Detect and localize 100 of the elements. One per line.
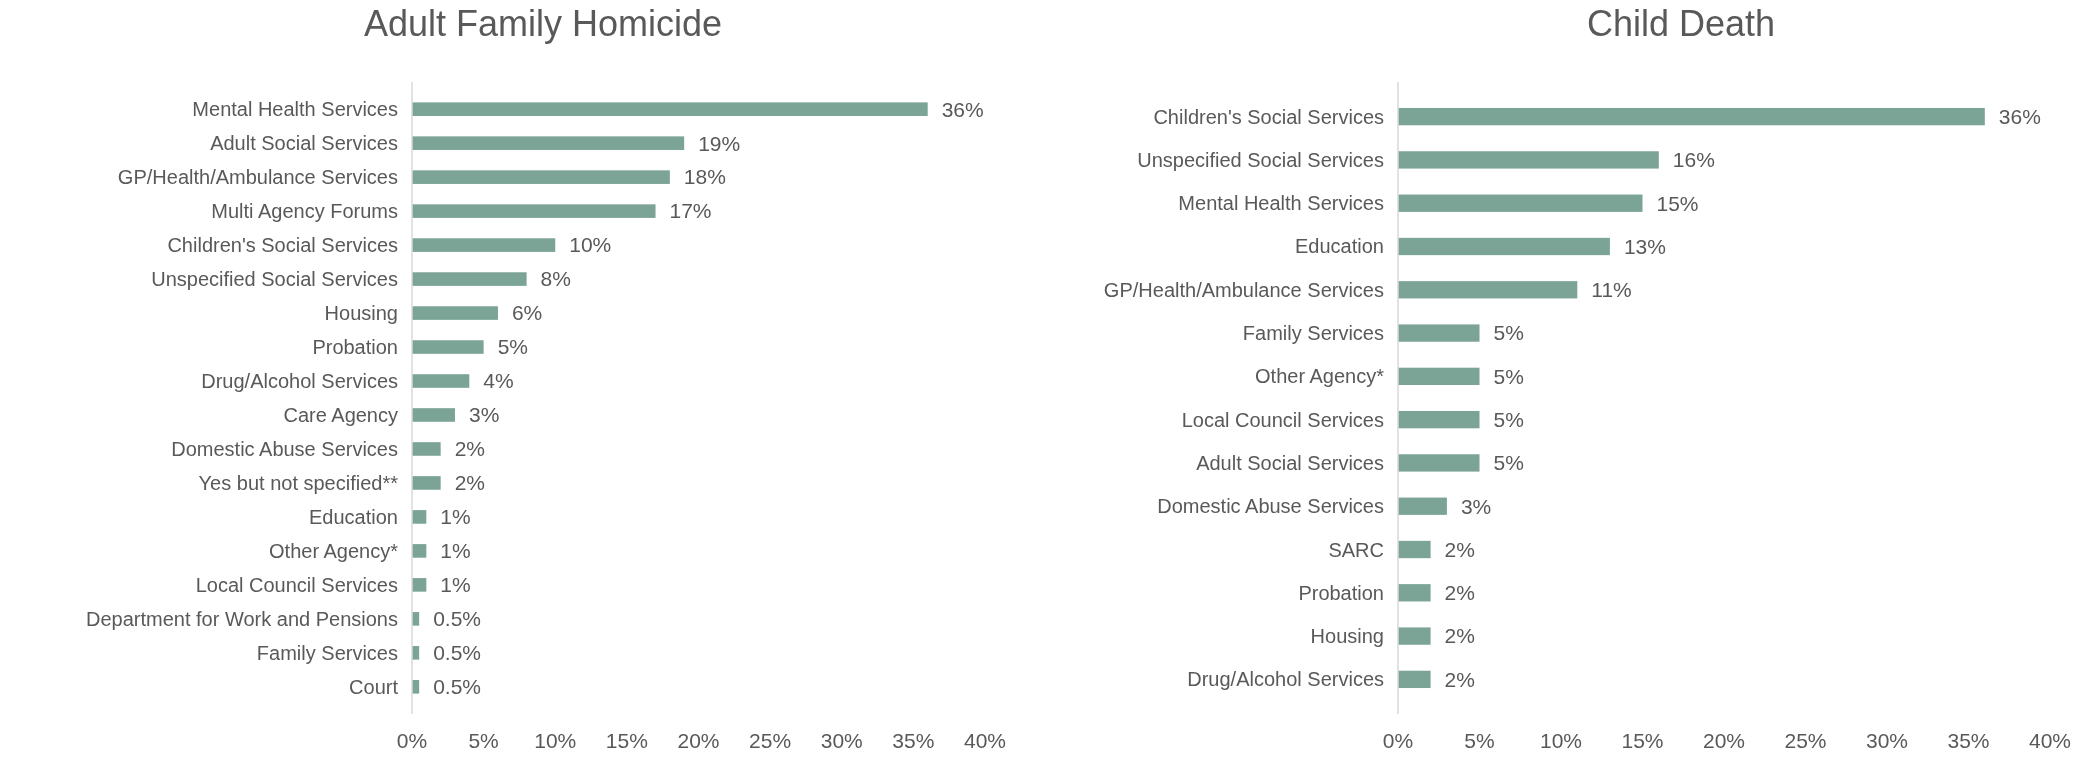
bar [412,170,670,184]
y-tick-label: Adult Social Services [1196,451,1384,474]
y-tick-label: Domestic Abuse Services [1157,495,1384,518]
data-label: 16% [1672,148,1715,172]
y-tick-label: Children's Social Services [1153,105,1384,128]
y-tick-label: SARC [1328,538,1384,561]
data-label: 5% [497,335,528,359]
y-tick-label: Yes but not specified** [198,471,399,494]
x-tick-label: 0% [1382,729,1414,752]
x-tick-label: 25% [749,729,792,752]
data-label: 36% [1998,104,2041,128]
bar [1398,151,1659,169]
bar [412,102,928,116]
y-tick-label: Adult Social Services [210,132,398,155]
y-tick-label: Other Agency* [269,539,399,562]
bar [412,272,527,286]
data-label: 2% [1444,667,1475,691]
x-tick-label: 15% [605,729,648,752]
data-label: 36% [941,97,984,121]
data-label: 5% [1493,451,1524,475]
y-tick-label: Domestic Abuse Services [171,437,398,460]
x-tick-label: 0% [396,729,428,752]
bar [1398,454,1480,472]
x-tick-label: 30% [1865,729,1909,752]
data-label: 15% [1656,191,1699,215]
bar [412,476,441,490]
data-label: 3% [1460,494,1492,518]
x-tick-label: 10% [534,729,577,752]
bar [1398,281,1578,299]
y-tick-label: GP/Health/Ambulance Services [1103,278,1384,301]
x-tick-label: 35% [1947,729,1990,752]
bar [1398,324,1480,342]
bar [412,578,427,592]
data-label: 1% [440,573,471,597]
bar [412,238,556,252]
data-label: 2% [454,437,486,461]
chart-title: Adult Family Homicide [363,3,723,44]
data-label: 5% [1493,321,1524,345]
y-tick-label: Probation [1298,581,1384,604]
data-label: 0.5% [433,641,482,665]
y-tick-label: Family Services [1242,322,1384,345]
x-tick-label: 5% [1464,729,1495,752]
y-tick-label: Unspecified Social Services [1137,148,1384,171]
data-label: 2% [1444,581,1475,605]
data-label: 0.5% [433,607,482,631]
bar [1398,540,1431,559]
chart-title: Child Death [1586,3,1776,44]
bar [1398,367,1480,386]
bar [1398,237,1610,256]
bar [1398,497,1447,515]
x-tick-label: 15% [1621,729,1664,752]
y-tick-label: Care Agency [283,403,398,426]
data-label: 2% [1444,537,1475,561]
bar [1398,194,1643,212]
data-label: 2% [1444,624,1475,648]
y-tick-label: Drug/Alcohol Services [1187,668,1384,691]
y-tick-label: Local Council Services [195,573,398,596]
bar [1398,670,1431,689]
x-tick-label: 40% [2028,729,2072,752]
y-tick-label: Housing [1310,625,1384,648]
data-label: 11% [1591,278,1632,302]
data-label: 0.5% [433,675,482,699]
bar [412,340,484,354]
bar [412,136,685,150]
bar [412,544,427,558]
y-tick-label: Housing [324,302,398,325]
bar [412,374,470,388]
y-tick-label: Probation [312,336,398,359]
bar [412,510,427,524]
bar [412,204,656,218]
data-label: 4% [483,369,514,393]
bar [1398,584,1431,602]
data-label: 1% [440,539,471,563]
x-tick-label: 20% [1702,729,1746,752]
y-tick-label: Family Services [256,641,398,664]
data-label: 5% [1493,407,1524,431]
x-tick-label: 40% [963,729,1007,752]
x-tick-label: 5% [468,729,499,752]
y-tick-label: Department for Work and Pensions [85,607,398,630]
data-label: 2% [454,471,486,495]
y-tick-label: Mental Health Services [1178,192,1384,215]
x-tick-label: 25% [1784,729,1827,752]
y-tick-label: Other Agency* [1255,365,1385,388]
x-tick-label: 35% [892,729,935,752]
bar [1398,410,1480,429]
bar [1398,627,1431,645]
data-label: 3% [468,403,500,427]
y-tick-label: Mental Health Services [192,98,398,121]
y-tick-label: GP/Health/Ambulance Services [117,166,398,189]
bar [412,306,498,320]
data-label: 17% [669,199,712,223]
y-tick-label: Multi Agency Forums [211,200,398,223]
y-tick-label: Court [349,675,399,698]
y-tick-label: Education [1295,235,1384,258]
data-label: 13% [1623,234,1666,258]
y-tick-label: Local Council Services [1181,408,1384,431]
x-tick-label: 30% [820,729,863,752]
data-label: 8% [540,267,571,291]
data-label: 18% [683,165,726,189]
bar [1398,107,1985,126]
